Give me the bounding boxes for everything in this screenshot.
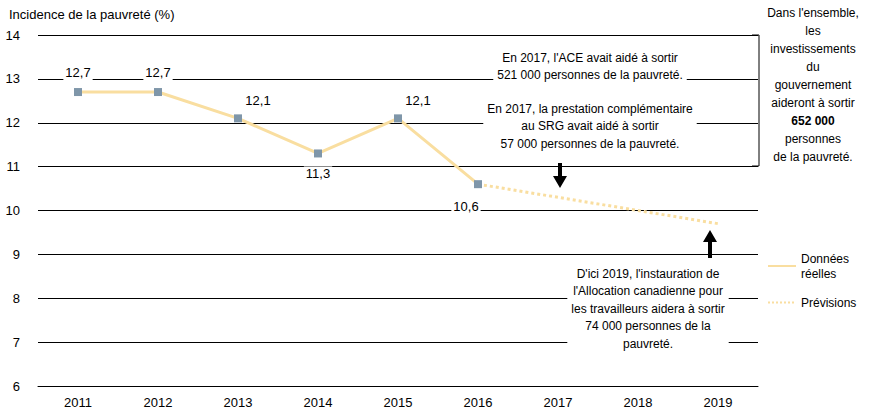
svg-text:de la pauvreté.: de la pauvreté. (773, 150, 852, 164)
svg-text:521 000 personnes de la pauvre: 521 000 personnes de la pauvreté. (497, 68, 682, 82)
svg-text:les: les (805, 24, 820, 38)
svg-text:11,3: 11,3 (306, 166, 330, 181)
svg-text:En 2017, l'ACE avait aidé à so: En 2017, l'ACE avait aidé à sortir (502, 51, 678, 65)
svg-text:652 000: 652 000 (791, 114, 835, 128)
svg-text:2015: 2015 (384, 395, 413, 410)
svg-text:13: 13 (6, 71, 20, 86)
svg-text:l'Allocation canadienne pour: l'Allocation canadienne pour (573, 284, 723, 298)
svg-text:12: 12 (6, 115, 20, 130)
svg-text:10: 10 (6, 203, 20, 218)
svg-text:D'ici 2019, l'instauration de: D'ici 2019, l'instauration de (577, 267, 720, 281)
svg-text:12,1: 12,1 (245, 93, 270, 108)
svg-text:2011: 2011 (64, 395, 92, 410)
svg-text:les travailleurs aidera à sort: les travailleurs aidera à sortir (571, 302, 724, 316)
svg-text:12,7: 12,7 (65, 65, 90, 80)
svg-text:2016: 2016 (464, 395, 493, 410)
svg-text:personnes: personnes (785, 132, 841, 146)
svg-text:Données: Données (801, 252, 852, 266)
svg-text:14: 14 (6, 28, 20, 43)
svg-text:Prévisions: Prévisions (801, 296, 856, 310)
svg-text:En 2017, la prestation complém: En 2017, la prestation complémentaire (487, 102, 693, 116)
svg-text:pauvreté.: pauvreté. (623, 337, 673, 351)
svg-text:2012: 2012 (144, 395, 173, 410)
svg-text:11: 11 (7, 159, 21, 174)
svg-text:2019: 2019 (704, 395, 733, 410)
svg-text:gouvernement: gouvernement (775, 78, 852, 92)
svg-text:2013: 2013 (224, 395, 253, 410)
svg-text:du: du (806, 60, 819, 74)
svg-text:57 000 personnes de la pauvret: 57 000 personnes de la pauvreté. (501, 137, 680, 151)
svg-text:réelles: réelles (801, 267, 836, 281)
svg-text:Incidence de la pauvreté (%): Incidence de la pauvreté (%) (9, 7, 174, 22)
svg-text:10,6: 10,6 (453, 199, 478, 214)
svg-text:2018: 2018 (624, 395, 653, 410)
svg-text:2017: 2017 (544, 395, 573, 410)
svg-text:7: 7 (13, 335, 20, 350)
svg-text:6: 6 (13, 379, 20, 394)
svg-text:investissements: investissements (770, 42, 855, 56)
svg-text:Dans l'ensemble,: Dans l'ensemble, (767, 6, 859, 20)
svg-text:2014: 2014 (304, 395, 333, 410)
svg-text:9: 9 (13, 247, 20, 262)
svg-text:au SRG avait aidé à sortir: au SRG avait aidé à sortir (521, 119, 658, 133)
svg-text:12,7: 12,7 (145, 65, 170, 80)
svg-text:aideront à sortir: aideront à sortir (771, 96, 854, 110)
svg-text:8: 8 (13, 291, 20, 306)
svg-text:74 000 personnes de la: 74 000 personnes de la (585, 319, 711, 333)
svg-text:12,1: 12,1 (405, 93, 430, 108)
